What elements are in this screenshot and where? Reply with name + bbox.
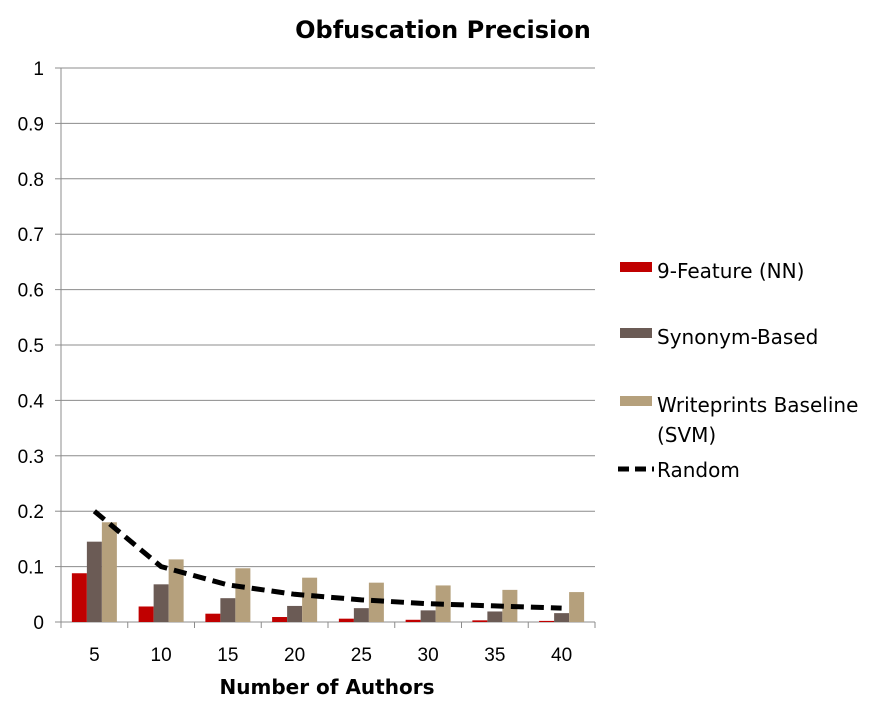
x-tick-label: 30 (418, 645, 439, 666)
bar (205, 613, 221, 622)
bars (71, 522, 585, 622)
y-tick-label: 0.2 (18, 502, 44, 523)
bar (539, 620, 555, 622)
y-tick-label: 0 (33, 613, 44, 634)
y-tick-label: 0.3 (18, 447, 44, 468)
bar (153, 584, 169, 622)
bar (302, 577, 318, 622)
bar (272, 617, 288, 622)
x-axis-ticks: 5 10 15 20 25 30 35 40 (89, 645, 572, 666)
bar (220, 598, 236, 622)
y-tick-label: 1 (33, 59, 44, 80)
random-line (92, 509, 562, 611)
x-tick-label: 35 (484, 645, 505, 666)
legend-label: Synonym-Based (657, 325, 818, 349)
x-tick-label: 40 (551, 645, 572, 666)
legend-swatch (620, 396, 652, 406)
bar (138, 606, 154, 622)
x-tick-label: 15 (217, 645, 238, 666)
y-tick-label: 0.7 (18, 225, 44, 246)
x-tick-label: 20 (284, 645, 305, 666)
y-tick-label: 0.9 (18, 114, 44, 135)
y-tick-label: 0.1 (18, 558, 44, 579)
y-tick-label: 0.4 (18, 391, 45, 412)
y-tick-label: 0.6 (18, 281, 44, 302)
x-tick-label: 10 (151, 645, 172, 666)
y-tick-label: 0.5 (18, 336, 44, 357)
bar (101, 522, 117, 622)
legend-swatch (620, 328, 652, 338)
bar (287, 605, 303, 622)
bar (353, 608, 369, 622)
bar (420, 610, 436, 622)
bar (405, 619, 421, 622)
y-tick-label: 0.8 (18, 170, 44, 191)
legend-label: Writeprints Baseline (657, 393, 858, 417)
bar (71, 573, 87, 622)
legend-label: Random (657, 458, 740, 482)
y-axis-ticks: 0 0.1 0.2 0.3 0.4 0.5 0.6 0.7 0.8 0.9 1 (18, 59, 45, 634)
bar (338, 618, 354, 622)
bar (502, 589, 518, 622)
bar (487, 611, 503, 622)
bar (235, 568, 251, 622)
x-tick-label: 5 (89, 645, 100, 666)
random-series-line (92, 509, 562, 611)
bar (569, 592, 585, 622)
legend-label-line2: (SVM) (657, 423, 716, 447)
bar (554, 613, 570, 622)
legend-label: 9-Feature (NN) (657, 259, 804, 283)
x-tick-label: 25 (351, 645, 372, 666)
bar (168, 559, 184, 622)
bar (472, 620, 488, 622)
chart-title: Obfuscation Precision (295, 16, 591, 44)
gridlines (55, 67, 596, 628)
legend: 9-Feature (NN) Synonym-Based Writeprints B… (618, 259, 858, 482)
bar (86, 541, 102, 622)
legend-swatch (620, 262, 652, 272)
x-axis-label: Number of Authors (220, 675, 435, 699)
